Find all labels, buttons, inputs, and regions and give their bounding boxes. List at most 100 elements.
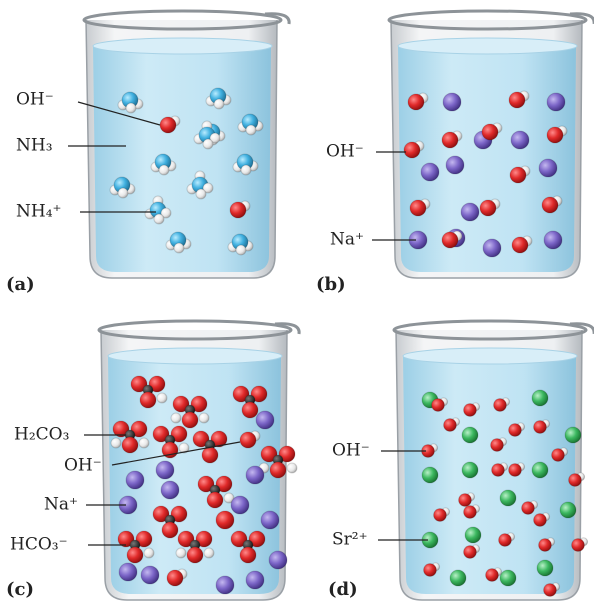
- atom: [424, 564, 437, 577]
- label: NH₄⁺: [16, 202, 62, 222]
- hydroxide: [572, 538, 588, 552]
- water-surface: [398, 38, 577, 54]
- hydroxide: [569, 473, 585, 487]
- atom: [230, 202, 246, 218]
- beaker: [84, 11, 289, 278]
- label: OH⁻: [332, 441, 370, 461]
- atom: [199, 413, 209, 423]
- water-surface: [403, 348, 577, 364]
- atom: [464, 404, 477, 417]
- atom: [509, 424, 522, 437]
- strontium-ion: [462, 462, 478, 478]
- atom: [499, 534, 512, 547]
- atom: [139, 438, 149, 448]
- atom: [171, 413, 181, 423]
- strontium-ion: [532, 462, 548, 478]
- sodium-ion: [261, 511, 279, 529]
- atom: [442, 132, 458, 148]
- atom: [246, 125, 256, 135]
- panel-letter: (d): [328, 579, 358, 600]
- sodium-ion: [126, 471, 144, 489]
- atom: [444, 419, 457, 432]
- atom: [552, 449, 565, 462]
- panel-letter: (c): [6, 579, 34, 600]
- sodium-ion: [246, 466, 264, 484]
- atom: [127, 547, 143, 563]
- atom: [532, 462, 548, 478]
- atom: [144, 548, 154, 558]
- strontium-ion: [450, 570, 466, 586]
- atom: [270, 462, 286, 478]
- label: Na⁺: [330, 230, 364, 250]
- oxide: [216, 511, 234, 529]
- panel-letter: (a): [6, 274, 35, 295]
- panel-letter: (b): [316, 274, 346, 295]
- atom: [534, 421, 547, 434]
- label: OH⁻: [326, 142, 364, 162]
- atom: [544, 231, 562, 249]
- atom: [537, 560, 553, 576]
- atom: [140, 392, 156, 408]
- atom: [560, 502, 576, 518]
- atom: [287, 463, 297, 473]
- atom: [122, 437, 138, 453]
- atom: [539, 159, 557, 177]
- atom: [196, 189, 206, 199]
- atom: [500, 570, 516, 586]
- atom: [126, 471, 144, 489]
- atom: [269, 551, 287, 569]
- sodium-ion: [141, 566, 159, 584]
- atom: [141, 566, 159, 584]
- label: OH⁻: [64, 456, 102, 476]
- atom: [572, 539, 585, 552]
- atom: [547, 127, 563, 143]
- atom: [432, 399, 445, 412]
- sodium-ion: [446, 156, 464, 174]
- atom: [465, 527, 481, 543]
- sodium-ion: [269, 551, 287, 569]
- atom: [216, 576, 234, 594]
- atom: [434, 509, 447, 522]
- atom: [126, 103, 136, 113]
- atom: [462, 462, 478, 478]
- atom: [450, 570, 466, 586]
- strontium-ion: [560, 502, 576, 518]
- label: NH₃: [16, 136, 53, 156]
- atom: [187, 547, 203, 563]
- atom: [464, 506, 477, 519]
- atom: [442, 232, 458, 248]
- atom: [246, 571, 264, 589]
- sodium-ion: [421, 163, 439, 181]
- sodium-ion: [161, 481, 179, 499]
- atom: [203, 139, 213, 149]
- atom: [483, 239, 501, 257]
- strontium-ion: [565, 427, 581, 443]
- atom: [242, 402, 258, 418]
- sodium-ion: [544, 231, 562, 249]
- label: OH⁻: [16, 90, 54, 110]
- atom: [176, 548, 186, 558]
- sodium-ion: [547, 93, 565, 111]
- atom: [182, 412, 198, 428]
- atom: [157, 393, 167, 403]
- strontium-ion: [537, 560, 553, 576]
- atom: [565, 427, 581, 443]
- sodium-ion: [231, 496, 249, 514]
- atom: [539, 539, 552, 552]
- atom: [156, 461, 174, 479]
- strontium-ion: [462, 427, 478, 443]
- atom: [404, 142, 420, 158]
- atom: [408, 94, 424, 110]
- sodium-ion: [443, 93, 461, 111]
- sodium-ion: [156, 461, 174, 479]
- label: HCO₃⁻: [10, 535, 68, 555]
- strontium-ion: [422, 467, 438, 483]
- atom: [462, 427, 478, 443]
- atom: [509, 92, 525, 108]
- sodium-ion: [216, 576, 234, 594]
- sodium-ion: [246, 571, 264, 589]
- atom: [207, 492, 223, 508]
- atom: [532, 390, 548, 406]
- atom: [547, 93, 565, 111]
- atom: [261, 511, 279, 529]
